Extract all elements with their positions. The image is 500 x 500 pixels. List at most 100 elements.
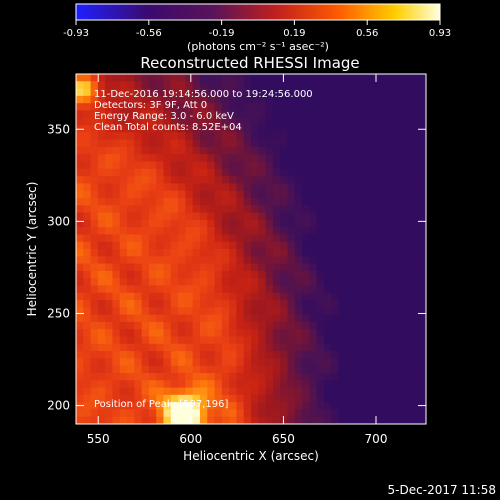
heat-cell: [170, 110, 179, 119]
heat-cell: [251, 74, 259, 82]
heat-cell: [112, 285, 121, 294]
heat-cell: [148, 394, 157, 403]
heat-cell: [178, 394, 186, 403]
heat-cell: [404, 365, 412, 374]
heat-cell: [345, 256, 354, 264]
heat-cell: [105, 416, 113, 424]
heat-cell: [353, 132, 361, 141]
heat-cell: [221, 329, 230, 337]
heat-cell: [112, 110, 121, 119]
heat-cell: [156, 416, 164, 424]
heat-cell: [389, 190, 398, 199]
heat-cell: [258, 241, 266, 250]
heat-cell: [338, 270, 347, 279]
heat-cell: [353, 402, 361, 410]
heat-cell: [221, 168, 230, 177]
heat-cell: [97, 241, 106, 250]
heat-cell: [134, 168, 143, 177]
heat-cell: [83, 307, 91, 316]
heat-cell: [192, 285, 201, 294]
heat-cell: [119, 249, 128, 257]
heat-cell: [214, 110, 223, 119]
heat-cell: [338, 372, 347, 381]
heat-cell: [382, 387, 390, 396]
heat-cell: [280, 321, 288, 330]
heat-cell: [280, 168, 288, 177]
heat-cell: [316, 409, 325, 418]
heat-cell: [411, 307, 420, 316]
heat-cell: [374, 241, 383, 250]
heat-cell: [134, 380, 143, 388]
heat-cell: [280, 88, 288, 97]
heat-cell: [287, 343, 296, 352]
heat-cell: [382, 416, 390, 424]
heat-cell: [251, 402, 259, 410]
heat-cell: [185, 219, 194, 228]
heat-cell: [418, 263, 426, 272]
heat-cell: [338, 212, 347, 221]
heat-cell: [207, 387, 215, 396]
heat-cell: [119, 270, 128, 279]
heat-cell: [353, 365, 361, 374]
heat-cell: [90, 154, 99, 162]
heat-cell: [338, 329, 347, 337]
heat-cell: [287, 336, 296, 345]
heat-cell: [345, 358, 354, 367]
heat-cell: [418, 88, 426, 97]
heat-cell: [411, 88, 420, 97]
heat-cell: [90, 103, 99, 111]
heat-cell: [112, 197, 121, 206]
heat-cell: [192, 394, 201, 403]
heat-cell: [338, 241, 347, 250]
heat-cell: [374, 117, 383, 126]
heat-cell: [105, 307, 113, 316]
heat-cell: [280, 146, 288, 155]
heat-cell: [76, 329, 84, 337]
heat-cell: [185, 176, 194, 184]
heat-cell: [156, 256, 164, 264]
heat-cell: [119, 409, 128, 418]
heat-cell: [374, 168, 383, 177]
heat-cell: [178, 205, 186, 213]
heat-cell: [272, 227, 281, 235]
heat-cell: [353, 234, 361, 243]
heat-cell: [119, 307, 128, 316]
heat-cell: [331, 314, 339, 323]
heat-cell: [265, 125, 274, 133]
heat-cell: [156, 103, 164, 111]
heat-cell: [243, 321, 252, 330]
heat-cell: [163, 343, 172, 352]
heat-cell: [287, 416, 296, 424]
heat-cell: [345, 74, 354, 82]
heat-cell: [323, 168, 332, 177]
heat-cell: [199, 409, 208, 418]
heat-cell: [331, 365, 339, 374]
heat-cell: [243, 387, 252, 396]
heat-cell: [287, 161, 296, 170]
heat-cell: [338, 88, 347, 97]
heat-cell: [338, 234, 347, 243]
heat-cell: [411, 205, 420, 213]
heat-cell: [221, 110, 230, 119]
heat-cell: [367, 183, 376, 192]
heat-cell: [323, 263, 332, 272]
heat-cell: [374, 234, 383, 243]
heat-cell: [251, 329, 259, 337]
heat-cell: [221, 88, 230, 97]
heat-cell: [316, 183, 325, 192]
heat-cell: [258, 409, 266, 418]
heat-cell: [178, 380, 186, 388]
heat-cell: [221, 307, 230, 316]
heat-cell: [309, 88, 318, 97]
heat-cell: [389, 380, 398, 388]
heat-cell: [367, 307, 376, 316]
heat-cell: [367, 197, 376, 206]
heat-cell: [207, 219, 215, 228]
heat-cell: [119, 81, 128, 89]
heat-cell: [243, 372, 252, 381]
heat-cell: [105, 387, 113, 396]
heat-cell: [214, 387, 223, 396]
heat-cell: [316, 336, 325, 345]
heat-cell: [170, 212, 179, 221]
heat-cell: [345, 241, 354, 250]
